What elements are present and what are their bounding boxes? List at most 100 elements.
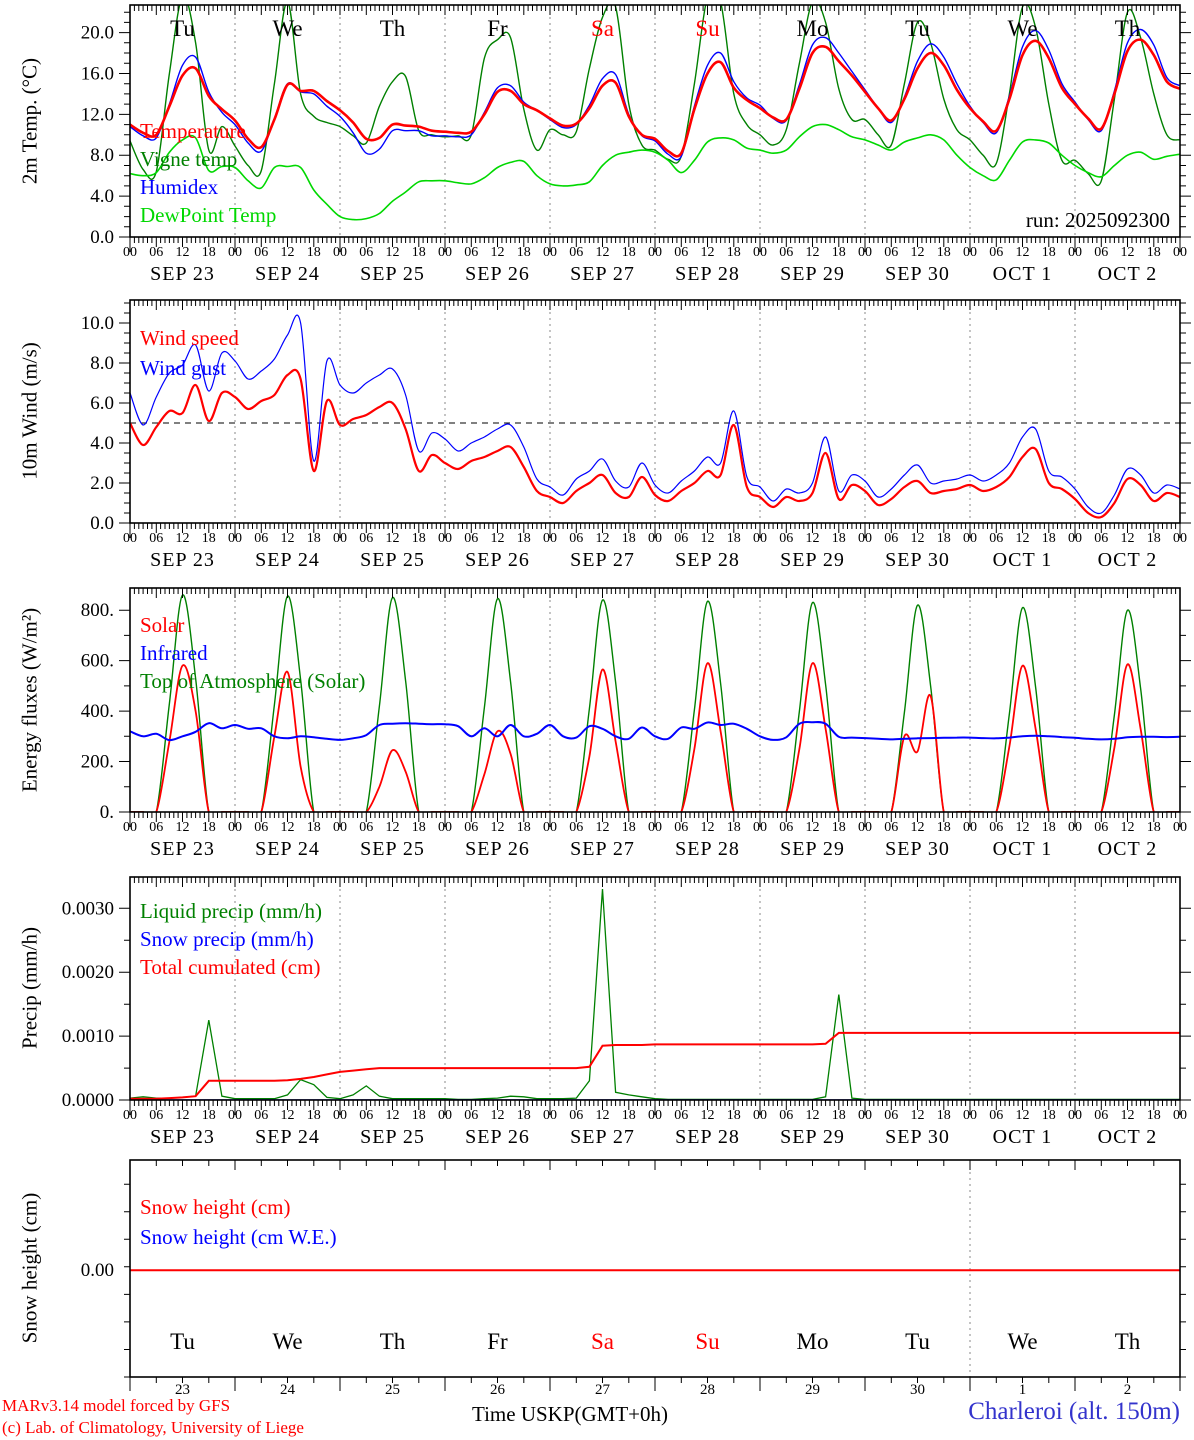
hour-tick-label: 00 — [1173, 820, 1187, 835]
hour-tick-label: 00 — [858, 531, 872, 546]
y-tick-label: 0.00 — [81, 1260, 114, 1281]
hour-tick-label: 06 — [779, 531, 793, 546]
y-axis-title-wind: 10m Wind (m/s) — [17, 342, 42, 480]
day-letter: Su — [695, 16, 720, 41]
hour-tick-label: 18 — [1147, 820, 1161, 835]
y-tick-label: 600. — [81, 651, 114, 672]
hour-tick-label: 12 — [596, 531, 610, 546]
date-label: SEP 28 — [675, 1126, 740, 1148]
hour-tick-label: 06 — [989, 820, 1003, 835]
hour-tick-label: 12 — [701, 531, 715, 546]
hour-tick-label: 00 — [333, 820, 347, 835]
hour-tick-label: 00 — [543, 531, 557, 546]
hour-tick-label: 12 — [176, 1108, 190, 1123]
date-label: SEP 24 — [255, 549, 320, 571]
day-letter: Tu — [170, 16, 195, 41]
hour-tick-label: 06 — [989, 245, 1003, 260]
hour-tick-label: 06 — [674, 245, 688, 260]
hour-tick-label: 06 — [359, 245, 373, 260]
date-label: SEP 29 — [780, 838, 845, 860]
legend-liquid-precip-mm-h: Liquid precip (mm/h) — [140, 899, 322, 923]
hour-tick-label: 12 — [176, 820, 190, 835]
x-ticks-bottom — [129, 1100, 1181, 1115]
hour-tick-label: 18 — [307, 820, 321, 835]
legend-wind-speed: Wind speed — [140, 326, 239, 350]
hour-tick-label: 00 — [963, 531, 977, 546]
hour-tick-label: 18 — [937, 531, 951, 546]
hour-tick-label: 18 — [622, 245, 636, 260]
x-ticks-bottom — [129, 812, 1181, 827]
hour-tick-label: 12 — [491, 245, 505, 260]
day-letter: Fr — [487, 1329, 508, 1354]
date-label: SEP 23 — [150, 838, 215, 860]
hour-tick-label: 12 — [1016, 531, 1030, 546]
legend-humidex: Humidex — [140, 175, 219, 199]
y-tick-label: 8.0 — [90, 353, 114, 374]
hour-tick-label: 12 — [1121, 531, 1135, 546]
y-tick-label: 0.0020 — [62, 962, 114, 983]
y-tick-label: 200. — [81, 752, 114, 773]
hour-tick-label: 06 — [884, 245, 898, 260]
hour-tick-label: 18 — [832, 531, 846, 546]
hour-tick-label: 00 — [1068, 820, 1082, 835]
station-label: Charleroi (alt. 150m) — [968, 1398, 1180, 1425]
date-label: SEP 24 — [255, 838, 320, 860]
legend-snow-height-cm: Snow height (cm) — [140, 1195, 290, 1219]
y-tick-label: 12.0 — [81, 104, 114, 125]
hour-tick-label: 18 — [517, 245, 531, 260]
date-label: SEP 29 — [780, 1126, 845, 1148]
day-letter: We — [1007, 1329, 1037, 1354]
date-label: OCT 1 — [993, 838, 1053, 860]
y-tick-label: 0.0000 — [62, 1090, 114, 1111]
hour-tick-label: 18 — [1042, 1108, 1056, 1123]
hour-tick-label: 06 — [1094, 1108, 1108, 1123]
hour-tick-label: 06 — [779, 1108, 793, 1123]
y-axis-title-temperature: 2m Temp. (°C) — [17, 57, 42, 185]
hour-tick-label: 18 — [202, 531, 216, 546]
hour-tick-label: 06 — [464, 1108, 478, 1123]
y-tick-label: 10.0 — [81, 313, 114, 334]
hour-tick-label: 12 — [701, 820, 715, 835]
legend-vigne-temp: Vigne temp — [140, 147, 237, 171]
hour-tick-label: 00 — [228, 820, 242, 835]
hour-tick-label: 12 — [911, 531, 925, 546]
legend-total-cumulated-cm: Total cumulated (cm) — [140, 955, 320, 979]
hour-tick-label: 18 — [832, 245, 846, 260]
date-label: SEP 27 — [570, 263, 635, 285]
date-label: SEP 23 — [150, 1126, 215, 1148]
hour-tick-label: 06 — [149, 245, 163, 260]
hour-tick-label: 00 — [438, 245, 452, 260]
hour-tick-label: 06 — [674, 531, 688, 546]
y-tick-label: 4.0 — [90, 433, 114, 454]
model-credit-line2: (c) Lab. of Climatology, University of L… — [2, 1418, 304, 1437]
hour-tick-label: 18 — [307, 1108, 321, 1123]
hour-tick-label: 18 — [1147, 531, 1161, 546]
hour-tick-label: 06 — [779, 245, 793, 260]
hour-tick-label: 12 — [491, 531, 505, 546]
hour-tick-label: 18 — [727, 531, 741, 546]
y-tick-label: 0.0 — [90, 227, 114, 248]
y-axis-title-snow: Snow height (cm) — [17, 1192, 42, 1344]
hour-tick-label: 00 — [438, 531, 452, 546]
x-ticks-top — [129, 1160, 1181, 1170]
hour-tick-label: 00 — [1173, 531, 1187, 546]
hour-tick-label: 06 — [254, 531, 268, 546]
hour-tick-label: 12 — [281, 820, 295, 835]
day-number-label: 29 — [805, 1382, 820, 1398]
hour-tick-label: 18 — [727, 820, 741, 835]
hour-tick-label: 06 — [359, 820, 373, 835]
hour-tick-label: 12 — [386, 531, 400, 546]
hour-tick-label: 00 — [1068, 531, 1082, 546]
model-credit-line1: MARv3.14 model forced by GFS — [2, 1396, 231, 1415]
hour-tick-label: 06 — [884, 1108, 898, 1123]
y-tick-label: 20.0 — [81, 23, 114, 44]
y-tick-label: 400. — [81, 701, 114, 722]
hour-tick-label: 06 — [149, 820, 163, 835]
hour-tick-label: 18 — [517, 1108, 531, 1123]
date-label: SEP 23 — [150, 263, 215, 285]
series-solar — [130, 662, 1180, 812]
date-label: SEP 30 — [885, 549, 950, 571]
hour-tick-label: 12 — [596, 820, 610, 835]
